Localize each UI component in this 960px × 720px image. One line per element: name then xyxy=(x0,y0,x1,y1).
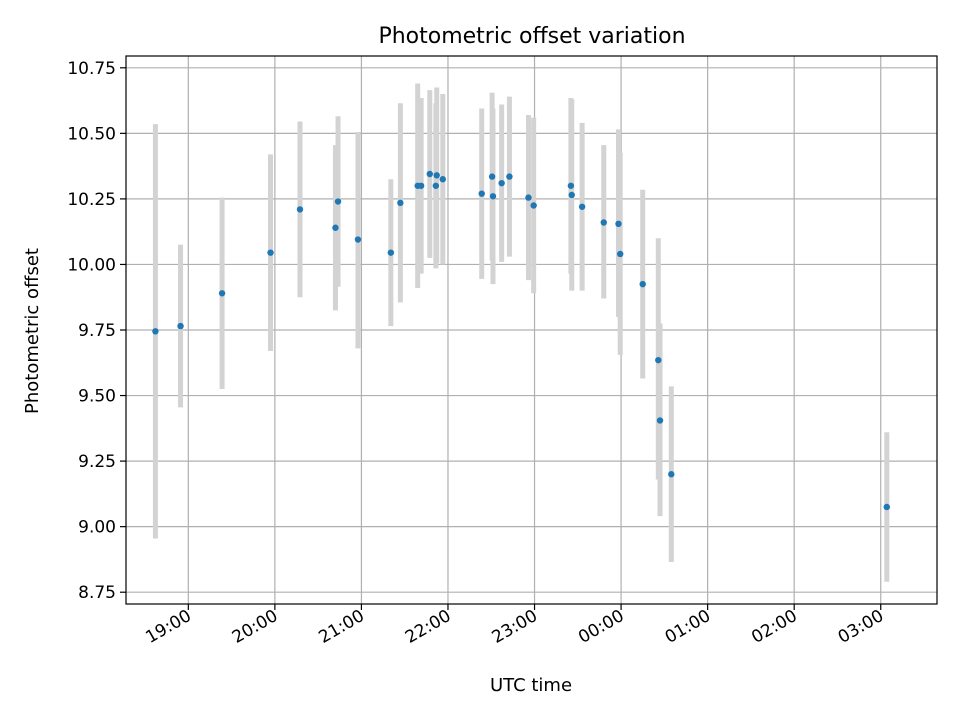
y-tick-label: 9.25 xyxy=(78,452,116,472)
data-point xyxy=(489,193,497,200)
data-point xyxy=(668,471,675,478)
data-point xyxy=(426,170,434,178)
y-tick-label: 9.00 xyxy=(78,518,116,538)
y-tick-label: 10.50 xyxy=(67,124,116,144)
data-point xyxy=(530,202,537,209)
chart-title: Photometric offset variation xyxy=(378,24,685,49)
data-point xyxy=(578,203,586,210)
data-point xyxy=(617,250,624,258)
y-tick-label: 8.75 xyxy=(78,583,116,603)
y-tick-label: 10.75 xyxy=(67,59,116,79)
data-point xyxy=(567,182,575,189)
x-axis-label: UTC time xyxy=(490,675,572,696)
data-point xyxy=(177,322,184,330)
y-tick-label: 9.50 xyxy=(78,387,116,407)
data-point xyxy=(397,199,404,207)
y-axis-label: Photometric offset xyxy=(22,248,43,414)
data-point xyxy=(656,417,664,424)
y-tick-label: 10.00 xyxy=(67,255,116,275)
data-point xyxy=(478,190,485,197)
data-point xyxy=(506,173,513,180)
data-point xyxy=(600,219,607,226)
y-tick-label: 9.75 xyxy=(78,321,116,341)
data-point xyxy=(498,179,505,187)
data-point xyxy=(354,236,362,243)
data-point xyxy=(883,503,890,511)
data-point xyxy=(218,290,226,297)
data-point xyxy=(439,176,446,183)
data-point xyxy=(152,328,159,335)
data-point xyxy=(334,198,342,205)
data-point xyxy=(639,280,646,288)
data-points xyxy=(152,170,890,511)
data-point xyxy=(387,249,395,256)
data-point xyxy=(267,249,274,256)
data-point xyxy=(525,194,532,201)
y-tick-label: 10.25 xyxy=(67,190,116,210)
data-point xyxy=(332,224,339,231)
data-point xyxy=(655,356,662,364)
data-point xyxy=(432,182,440,189)
data-point xyxy=(417,182,425,189)
data-point xyxy=(433,172,440,179)
data-point xyxy=(296,206,304,213)
data-point xyxy=(568,191,575,199)
data-point xyxy=(615,220,622,228)
data-point xyxy=(488,173,496,180)
